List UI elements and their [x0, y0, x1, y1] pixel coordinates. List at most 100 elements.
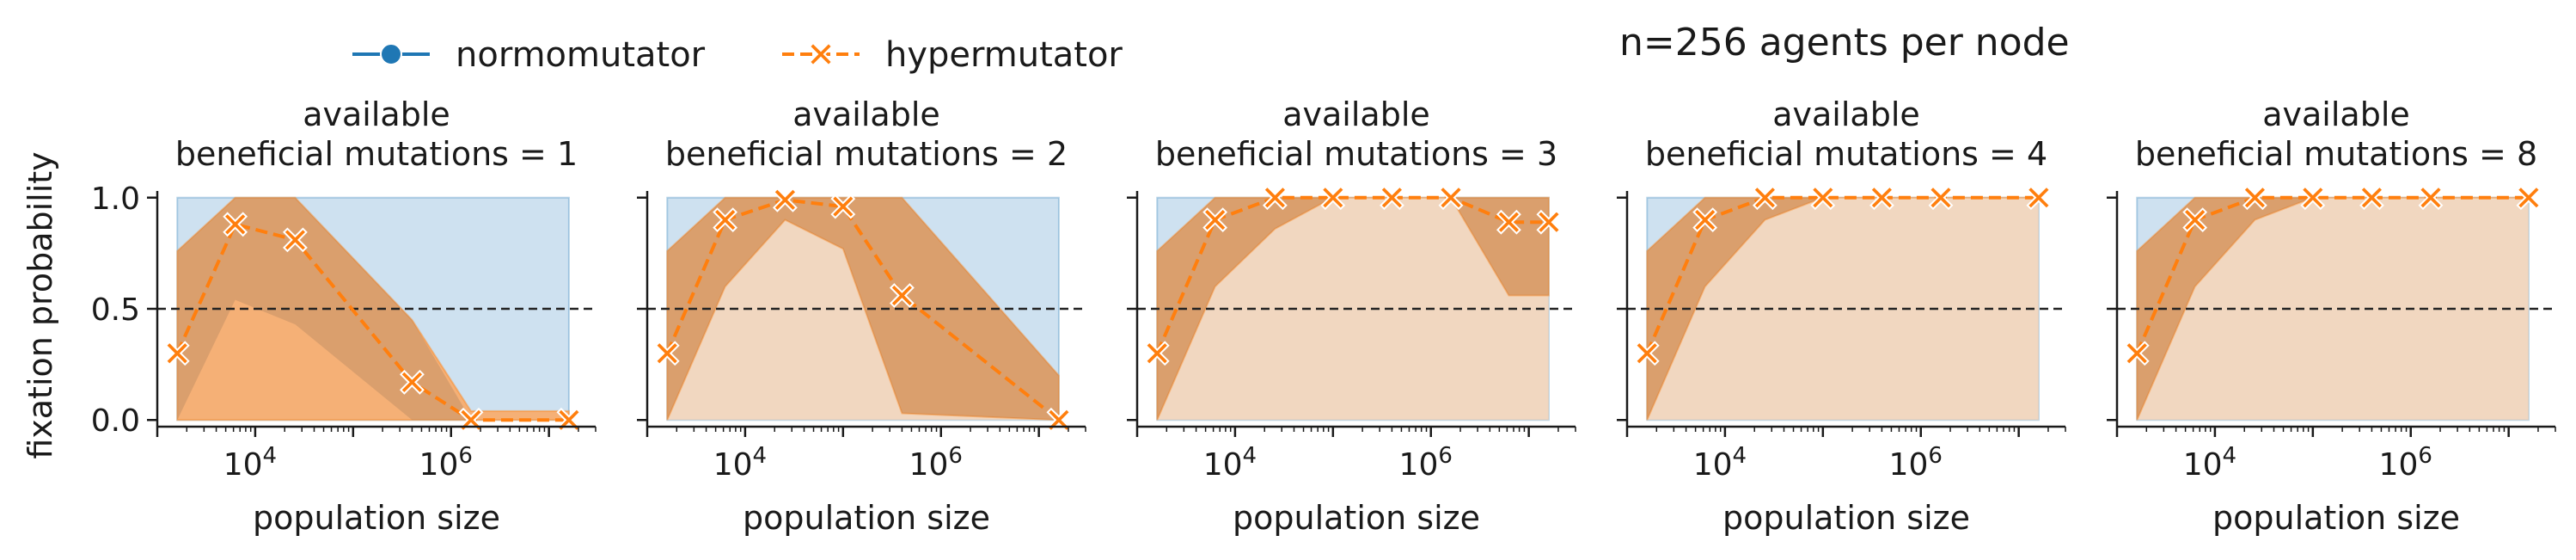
panel-1-title-line-2: beneficial mutations = 1 — [175, 135, 578, 173]
panel-2-hypermutator-point-3-shape — [773, 187, 798, 212]
panel-4-hypermutator-point-6-shape — [1928, 185, 1954, 211]
panel-2-plot-area — [666, 196, 1060, 422]
panel-1-y-tick-label-0: 0.0 — [91, 403, 140, 439]
panel-1-y-tick-label-2: 1.0 — [91, 182, 140, 217]
panel-3-hypermutator-point-5-shape — [1379, 185, 1404, 211]
panel-1-hypermutator-point-3-shape — [283, 227, 308, 253]
figure-suptitle: n=256 agents per node — [1619, 21, 2070, 65]
panel-2-hypermutator-point-3 — [773, 187, 798, 212]
legend-marker-normomutator — [380, 43, 402, 65]
panel-2-hypermutator-point-2-shape — [713, 207, 738, 233]
panel-4-hypermutator-point-2-shape — [1692, 207, 1718, 233]
panel-2-x-tick-label-0: 104 — [713, 443, 767, 483]
panel-1-hypermutator-point-4-shape — [399, 369, 425, 395]
panel-3-hypermutator-point-6-shape — [1438, 185, 1464, 211]
panel-1-hypermutator-point-2-shape — [223, 212, 248, 237]
panel-4-x-axis-label: population size — [1722, 499, 1970, 537]
panel-2-hypermutator-line — [665, 198, 1061, 422]
legend-label-normomutator: normomutator — [456, 35, 706, 75]
panel-3-hypermutator-point-3 — [1263, 185, 1288, 211]
panel-4-hypermutator-point-2 — [1692, 207, 1718, 233]
panel-3-hypermutator-point-2 — [1202, 207, 1228, 233]
panel-2-hypermutator-point-1-shape — [654, 341, 680, 366]
panel-5: 104 106 population size availablebeneficial… — [2107, 95, 2556, 537]
panel-5-hypermutator-point-3-shape — [2243, 185, 2267, 211]
panel-4-hypermutator-point-3 — [1753, 185, 1778, 211]
panel-4-hypermutator-point-1 — [1634, 341, 1660, 366]
panel-1-overlap-band — [177, 197, 569, 421]
panel-1-hypermutator-point-1 — [164, 341, 190, 366]
panel-5-title-line-2: beneficial mutations = 8 — [2135, 135, 2537, 173]
panel-5-hypermutator-point-6 — [2418, 185, 2444, 211]
panel-1-hypermutator-point-4 — [399, 369, 425, 395]
panel-4-hypermutator-point-1-shape — [1634, 341, 1660, 366]
panel-2-hypermutator-point-1 — [654, 341, 680, 366]
panel-3-hypermutator-point-3-shape — [1263, 185, 1288, 211]
panel-5-hypermutator-point-4 — [2300, 185, 2326, 211]
panel-3-hypermutator-point-8-shape — [1536, 209, 1562, 235]
panel-2-x-axis-label: population size — [743, 499, 990, 537]
panel-1-title-line-1: available — [303, 95, 450, 133]
legend-item-normomutator: normomutator — [352, 35, 706, 75]
panel-3-hypermutator-point-4-shape — [1320, 185, 1346, 211]
panel-3-title-line-1: available — [1282, 95, 1430, 133]
panel-3-title-line-2: beneficial mutations = 3 — [1155, 135, 1557, 173]
panel-3: 104 106 population size availablebeneficial… — [1127, 95, 1576, 537]
panel-5-hypermutator-point-4-shape — [2300, 185, 2326, 211]
panel-4-hypermutator-point-5 — [1869, 185, 1894, 211]
panel-1-hypermutator-point-1-shape — [164, 341, 190, 366]
panel-5-title-line-1: available — [2262, 95, 2410, 133]
panel-1-hypermutator-line — [175, 222, 569, 422]
panel-2-hypermutator-point-5 — [889, 283, 915, 308]
panel-1-x-tick-label-1: 106 — [419, 443, 473, 483]
panel-1-plot-area — [176, 196, 570, 422]
panel-3-hypermutator-point-1-shape — [1144, 341, 1170, 366]
panel-3-hypermutator-point-8 — [1536, 209, 1562, 235]
panel-4-hypermutator-point-4-shape — [1810, 185, 1836, 211]
panel-4-plot-area — [1646, 196, 2040, 422]
panel-4-title-line-2: beneficial mutations = 4 — [1645, 135, 2047, 173]
panel-5-hypermutator-band-light — [2137, 197, 2529, 421]
panel-4-hypermutator-point-6 — [1928, 185, 1954, 211]
panel-3-x-tick-label-0: 104 — [1203, 443, 1257, 483]
panel-5-plot-area — [2136, 196, 2530, 422]
panel-2-hypermutator-point-4 — [830, 194, 856, 219]
legend-item-hypermutator: hypermutator — [782, 35, 1123, 75]
legend-label-hypermutator: hypermutator — [885, 35, 1123, 75]
panel-1: 0.0 0.5 1.0 104 106 population size availableb… — [91, 95, 597, 537]
panel-4: 104 106 population size availablebeneficial… — [1617, 95, 2066, 537]
panel-2-title-line-1: available — [792, 95, 940, 133]
panel-2-hypermutator-point-2 — [713, 207, 738, 233]
panel-5-hypermutator-point-1 — [2124, 341, 2150, 366]
panel-2-hypermutator-point-5-shape — [889, 283, 915, 308]
panel-5-hypermutator-point-2-shape — [2182, 207, 2208, 233]
panel-5-x-axis-label: population size — [2212, 499, 2460, 537]
panel-2: 104 106 population size availablebeneficial… — [637, 95, 1086, 537]
panel-4-overlap-band — [1647, 197, 2039, 421]
panel-1-x-tick-label-0: 104 — [223, 443, 277, 483]
panel-3-hypermutator-line — [1155, 195, 1549, 354]
legend: normomutator hypermutator — [352, 35, 1123, 75]
panel-3-hypermutator-band-light — [1157, 197, 1549, 421]
panel-4-hypermutator-band-light — [1647, 197, 2039, 421]
panel-1-x-axis-label: population size — [253, 499, 500, 537]
panel-5-x-tick-label-0: 104 — [2183, 443, 2236, 483]
panel-5-hypermutator-point-7 — [2516, 185, 2542, 211]
panel-1-hypermutator-point-3 — [283, 227, 308, 253]
panel-1-hypermutator-point-2 — [223, 212, 248, 237]
panel-5-hypermutator-point-5 — [2359, 185, 2384, 211]
panel-2-hypermutator-point-4-shape — [830, 194, 856, 219]
panel-5-overlap-band — [2137, 197, 2529, 421]
panel-3-x-tick-label-1: 106 — [1399, 443, 1453, 483]
panel-2-overlap-band — [667, 197, 1059, 421]
panel-3-hypermutator-point-2-shape — [1202, 207, 1228, 233]
y-axis-label: fixation probability — [21, 151, 59, 458]
panel-3-hypermutator-point-6 — [1438, 185, 1464, 211]
panel-5-hypermutator-point-3 — [2243, 185, 2267, 211]
panel-4-x-tick-label-1: 106 — [1889, 443, 1943, 483]
panel-3-hypermutator-point-4 — [1320, 185, 1346, 211]
panel-3-hypermutator-point-1 — [1144, 341, 1170, 366]
panel-5-x-tick-label-1: 106 — [2379, 443, 2432, 483]
legend-marker-hypermutator — [808, 41, 834, 67]
